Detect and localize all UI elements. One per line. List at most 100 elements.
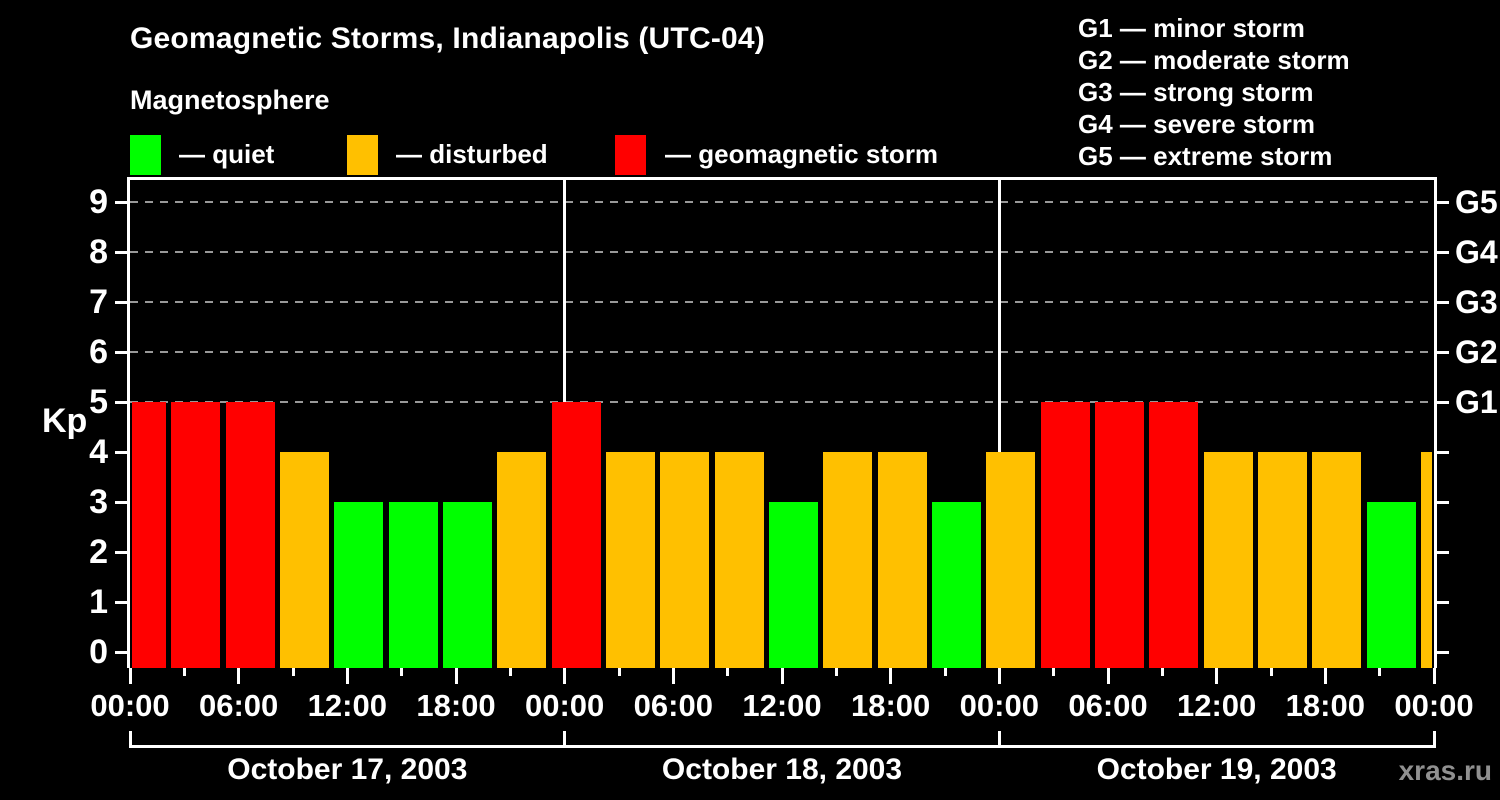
plot-frame-top [127,177,1437,180]
kp-bar [497,452,547,668]
y-tick-left [115,550,127,554]
g-scale-label: G4 [1455,234,1498,270]
kp-bar [443,502,492,668]
kp-bar [551,402,601,668]
date-bracket-tick [1432,731,1436,748]
kp-bar [225,402,275,668]
x-tick-major [1106,668,1110,684]
y-axis-title: Kp [42,402,88,440]
date-bracket-tick [563,731,567,748]
quiet-color-swatch [130,135,161,175]
x-tick-label: 18:00 [851,688,931,723]
y-tick-right [1437,500,1449,504]
y-tick-right [1437,650,1449,654]
kp-bar [132,402,166,668]
x-tick-minor [943,668,947,676]
kp-bar [1258,452,1307,668]
y-tick-label: 1 [89,583,108,621]
date-bracket-tick [997,731,1001,748]
kp-bar [334,502,384,668]
x-tick-major [345,668,349,684]
date-bracket-tick [128,731,132,748]
kp-bar [1366,502,1416,668]
kp-bar [1421,452,1432,668]
x-tick-label: 18:00 [416,688,496,723]
kp-bar [1149,402,1199,668]
y-tick-label: 6 [89,333,108,371]
y-tick-right [1437,550,1449,554]
x-tick-minor [726,668,730,676]
kp-bar [986,452,1036,668]
gridline-kp6 [130,351,1434,353]
x-tick-label: 06:00 [1068,688,1148,723]
x-tick-minor [508,668,512,676]
kp-bar [388,502,438,668]
y-tick-left [115,600,127,604]
x-tick-label: 00:00 [959,688,1039,723]
storm-color-swatch [615,135,646,175]
x-tick-minor [617,668,621,676]
y-tick-label: 9 [89,183,108,221]
g3-legend-line: G3 — strong storm [1078,77,1314,107]
disturbed-color-swatch [347,135,378,175]
x-tick-label: 18:00 [1285,688,1365,723]
y-tick-right [1437,600,1449,604]
kp-bar [280,452,329,668]
kp-bar [823,452,873,668]
day-separator [997,179,1001,668]
x-tick-major [1323,668,1327,684]
y-tick-right [1437,450,1449,454]
kp-bar [606,452,655,668]
y-tick-label: 5 [89,383,108,421]
x-tick-major [237,668,241,684]
gridline-kp7 [130,301,1434,303]
date-label: October 17, 2003 [227,753,468,786]
y-tick-right [1437,200,1449,204]
x-tick-major [563,668,567,684]
x-tick-label: 00:00 [525,688,605,723]
x-tick-label: 06:00 [633,688,713,723]
y-tick-left [115,500,127,504]
y-tick-right [1437,400,1449,404]
xras-watermark: xras.ru [1398,755,1492,786]
y-tick-left [115,650,127,654]
y-tick-left [115,250,127,254]
x-tick-label: 12:00 [742,688,822,723]
y-tick-label: 2 [89,533,108,571]
x-tick-minor [834,668,838,676]
g-scale-label: G2 [1455,334,1498,370]
date-bracket-line [130,745,1434,748]
g2-legend-line: G2 — moderate storm [1078,45,1350,75]
y-tick-right [1437,350,1449,354]
kp-bar [1312,452,1362,668]
x-tick-label: 12:00 [1177,688,1257,723]
x-tick-minor [1378,668,1382,676]
g5-legend-line: G5 — extreme storm [1078,141,1333,171]
kp-bar [769,502,818,668]
legend-label-disturbed: — disturbed [396,139,548,169]
g4-legend-line: G4 — severe storm [1078,109,1316,139]
x-tick-major [454,668,458,684]
x-tick-minor [291,668,295,676]
x-tick-minor [400,668,404,676]
x-tick-major [1215,668,1219,684]
x-tick-major [997,668,1001,684]
y-tick-left [115,200,127,204]
kp-bar [877,452,927,668]
legend-label-quiet: — quiet [179,139,275,169]
page-title: Geomagnetic Storms, Indianapolis (UTC-04… [130,22,765,55]
x-tick-minor [1052,668,1056,676]
gridline-kp9 [130,201,1434,203]
kp-bar [714,452,764,668]
x-tick-major [671,668,675,684]
g1-legend-line: G1 — minor storm [1078,13,1305,43]
g-scale-legend: G1 — minor storm G2 — moderate storm G3 … [1078,12,1350,172]
plot-frame-left [127,177,130,668]
y-tick-left [115,400,127,404]
y-tick-label: 3 [89,483,108,521]
x-tick-label: 06:00 [199,688,279,723]
y-tick-right [1437,300,1449,304]
x-tick-minor [1160,668,1164,676]
